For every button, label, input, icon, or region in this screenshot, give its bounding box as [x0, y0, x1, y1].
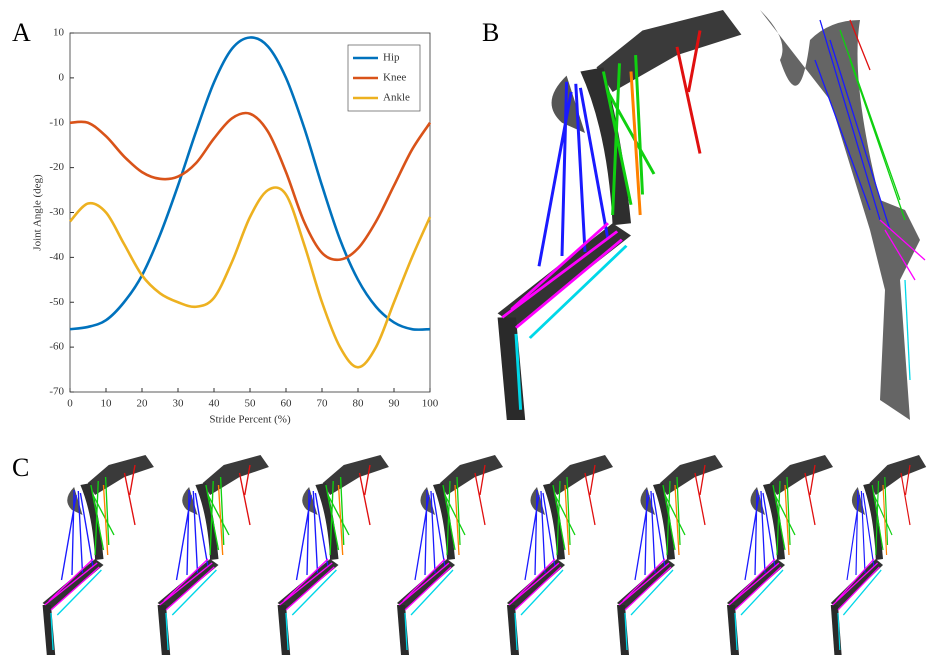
y-tick-label: -50	[49, 296, 64, 308]
x-tick-label: 30	[173, 398, 185, 410]
series-line	[69, 186, 432, 369]
x-tick-label: 50	[245, 398, 257, 410]
legend-label: Ankle	[383, 92, 410, 104]
x-tick-label: 70	[317, 398, 329, 410]
x-tick-label: 40	[209, 398, 221, 410]
y-tick-label: -20	[49, 161, 64, 173]
panel-c-image	[41, 454, 927, 656]
y-tick-label: -10	[49, 116, 64, 128]
series-line	[69, 111, 432, 262]
legend-label: Knee	[383, 72, 406, 84]
x-tick-label: 60	[281, 398, 293, 410]
x-tick-label: 90	[389, 398, 401, 410]
y-axis-label: Joint Angle (deg)	[32, 174, 44, 251]
y-tick-label: 0	[59, 71, 65, 83]
x-tick-label: 0	[67, 398, 73, 410]
legend-label: Hip	[383, 52, 400, 64]
x-tick-label: 20	[137, 398, 149, 410]
y-tick-label: -30	[49, 206, 64, 218]
y-tick-label: -60	[49, 341, 64, 353]
panel-label: A	[12, 18, 31, 47]
x-axis-label: Stride Percent (%)	[209, 414, 291, 426]
y-tick-label: -40	[49, 251, 64, 263]
y-tick-label: 10	[53, 27, 65, 39]
series-line	[69, 36, 431, 331]
panel-label: C	[12, 453, 29, 482]
panel-b-image	[496, 8, 926, 422]
x-tick-label: 80	[353, 398, 365, 410]
y-tick-label: -70	[49, 386, 64, 398]
panel-label: B	[482, 18, 499, 47]
x-tick-label: 100	[422, 398, 439, 410]
x-tick-label: 10	[101, 398, 113, 410]
